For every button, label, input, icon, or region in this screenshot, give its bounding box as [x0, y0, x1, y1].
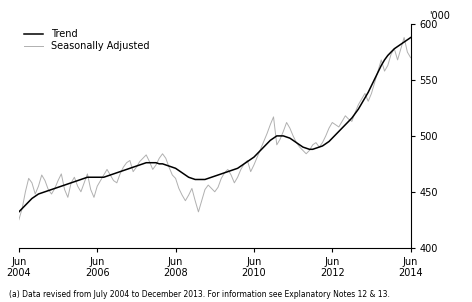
Text: '000: '000	[429, 11, 449, 21]
Text: (a) Data revised from July 2004 to December 2013. For information see Explanator: (a) Data revised from July 2004 to Decem…	[9, 290, 390, 299]
Legend: Trend, Seasonally Adjusted: Trend, Seasonally Adjusted	[24, 29, 150, 51]
